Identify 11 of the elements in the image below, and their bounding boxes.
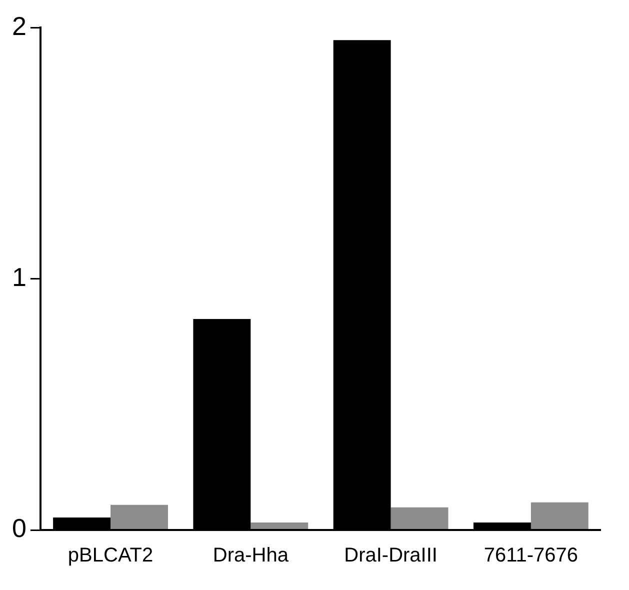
x-tick-label: Dra-Hha [212, 544, 290, 567]
bar [390, 507, 448, 530]
y-tick-label: 2 [12, 10, 26, 41]
bar [530, 502, 588, 530]
bar [110, 504, 168, 530]
x-tick-label: DraI-DraIII [344, 544, 438, 567]
x-tick-label: 7611-7676 [484, 544, 578, 567]
bar [250, 522, 308, 530]
y-tick-label: 1 [12, 262, 26, 292]
x-tick-label: pBLCAT2 [68, 544, 154, 567]
y-tick-label: 0 [12, 513, 26, 544]
